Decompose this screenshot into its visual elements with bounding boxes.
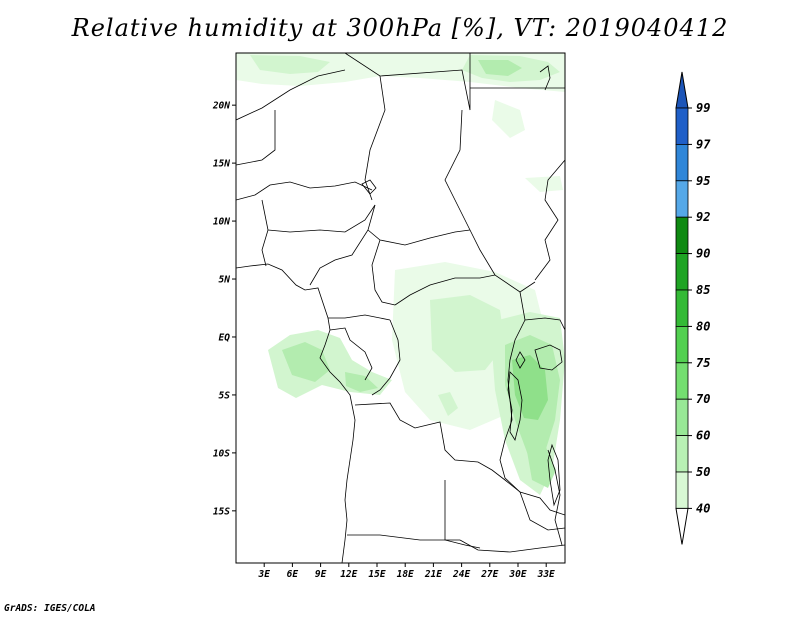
map-title: Relative humidity at 300hPa [%], VT: 201…	[71, 14, 729, 42]
border-congo-drc	[371, 319, 401, 396]
border-nigeria-benin	[261, 199, 269, 267]
humidity-area-westcoast-core	[282, 342, 330, 382]
humidity-area-ne-small	[525, 176, 563, 192]
humidity-area-westcoast-core2	[345, 372, 378, 392]
border-libya-egypt	[344, 53, 471, 111]
lon-tick-label: 21E	[424, 569, 442, 580]
colorbar-label: 80	[696, 319, 710, 333]
colorbar-label: 97	[696, 137, 711, 151]
lat-tick-label: EQ	[219, 332, 231, 343]
lon-tick-label: 33E	[537, 569, 555, 580]
lon-tick-label: 9E	[315, 569, 327, 580]
colorbar-label: 95	[696, 174, 710, 188]
border-chad-car	[367, 229, 471, 246]
border-sudan-east	[534, 159, 565, 281]
longitude-axis: 3E 6E 9E 12E 15E 18E 21E 24E 27E 30E 33E	[257, 563, 555, 580]
colorbar-bottom-arrow	[675, 507, 689, 545]
border-uganda	[524, 317, 565, 331]
border-drc-east	[499, 291, 565, 516]
latitude-axis: 20N 15N 10N 5N EQ 5S 10S 15S	[212, 101, 236, 517]
border-cameroon-gabon	[328, 314, 391, 321]
colorbar-label: 60	[696, 429, 710, 443]
footer-credit: GrADS: IGES/COLA	[4, 603, 96, 614]
lon-tick-label: 3E	[257, 569, 270, 580]
lon-tick-label: 27E	[480, 569, 498, 580]
humidity-area-north-core2	[478, 60, 522, 76]
border-gabon-congo	[329, 327, 373, 381]
colorbar-top-arrow	[675, 71, 689, 109]
lon-tick-label: 12E	[340, 569, 357, 580]
lake-tanganyika	[507, 371, 523, 442]
humidity-area-north-west	[250, 55, 330, 74]
border-mali-niger	[236, 110, 276, 166]
colorbar-label: 99	[696, 101, 710, 115]
lon-tick-label: 18E	[397, 569, 414, 580]
border-car-drc	[394, 274, 536, 306]
colorbar-label: 40	[696, 501, 710, 515]
humidity-shading	[236, 53, 565, 495]
border-chad-sudan	[444, 109, 496, 276]
border-angola-namibia	[347, 534, 460, 541]
lat-tick-label: 15S	[213, 506, 230, 517]
colorbar-label: 70	[696, 392, 710, 406]
lon-tick-label: 15E	[368, 569, 385, 580]
border-nigeria-north	[267, 204, 376, 233]
colorbar-segment	[675, 362, 689, 400]
colorbar-segment	[675, 325, 689, 364]
lon-tick-label: 24E	[452, 569, 470, 580]
border-algeria-niger	[236, 69, 346, 121]
lake-malawi	[547, 443, 561, 507]
humidity-area-northeast	[492, 100, 525, 138]
lon-tick-label: 6E	[287, 569, 299, 580]
border-niger-chad	[364, 75, 386, 201]
map-frame	[235, 52, 566, 564]
border-drc-angola	[354, 402, 521, 493]
humidity-area-congo-light	[430, 295, 505, 372]
colorbar-segment	[675, 253, 689, 291]
colorbar-segment	[675, 107, 689, 145]
colorbar-segment	[675, 435, 689, 473]
lat-tick-label: 20N	[212, 101, 230, 112]
border-south	[459, 539, 565, 553]
border-malawi	[547, 449, 563, 546]
colorbar-segment	[675, 289, 689, 327]
colorbar: 99 97 95 92 90 85 80 75 70 60 50 40	[675, 71, 711, 545]
colorbar-label: 50	[696, 465, 710, 479]
lake-victoria	[534, 344, 563, 371]
lat-tick-label: 15N	[213, 159, 230, 170]
colorbar-label: 90	[696, 247, 710, 261]
colorbar-segment	[675, 398, 689, 437]
colorbar-label: 85	[696, 283, 710, 297]
lat-tick-label: 5N	[219, 275, 231, 286]
border-cameroon-car	[371, 239, 396, 306]
border-nigeria-cameroon	[309, 204, 376, 286]
humidity-area-east-strong	[512, 355, 548, 420]
lake-chad	[361, 179, 377, 195]
lat-tick-label: 5S	[219, 390, 231, 401]
humidity-area-east-south	[525, 440, 556, 488]
humidity-area-south-small	[438, 392, 458, 416]
lake-kivu	[515, 351, 526, 369]
colorbar-segment	[675, 180, 689, 218]
colorbar-segment	[675, 216, 689, 254]
red-sea-coast	[539, 65, 551, 91]
lon-tick-label: 30E	[508, 569, 526, 580]
border-burkina	[236, 181, 373, 201]
lat-tick-label: 10S	[213, 448, 230, 459]
colorbar-label: 92	[696, 210, 710, 224]
colorbar-segment	[675, 143, 689, 182]
coastline-west	[236, 263, 356, 563]
colorbar-segment	[675, 471, 689, 509]
colorbar-label: 75	[696, 356, 710, 370]
country-borders	[236, 53, 565, 563]
lat-tick-label: 10N	[213, 217, 230, 228]
border-zambia-tanzania	[519, 491, 565, 531]
